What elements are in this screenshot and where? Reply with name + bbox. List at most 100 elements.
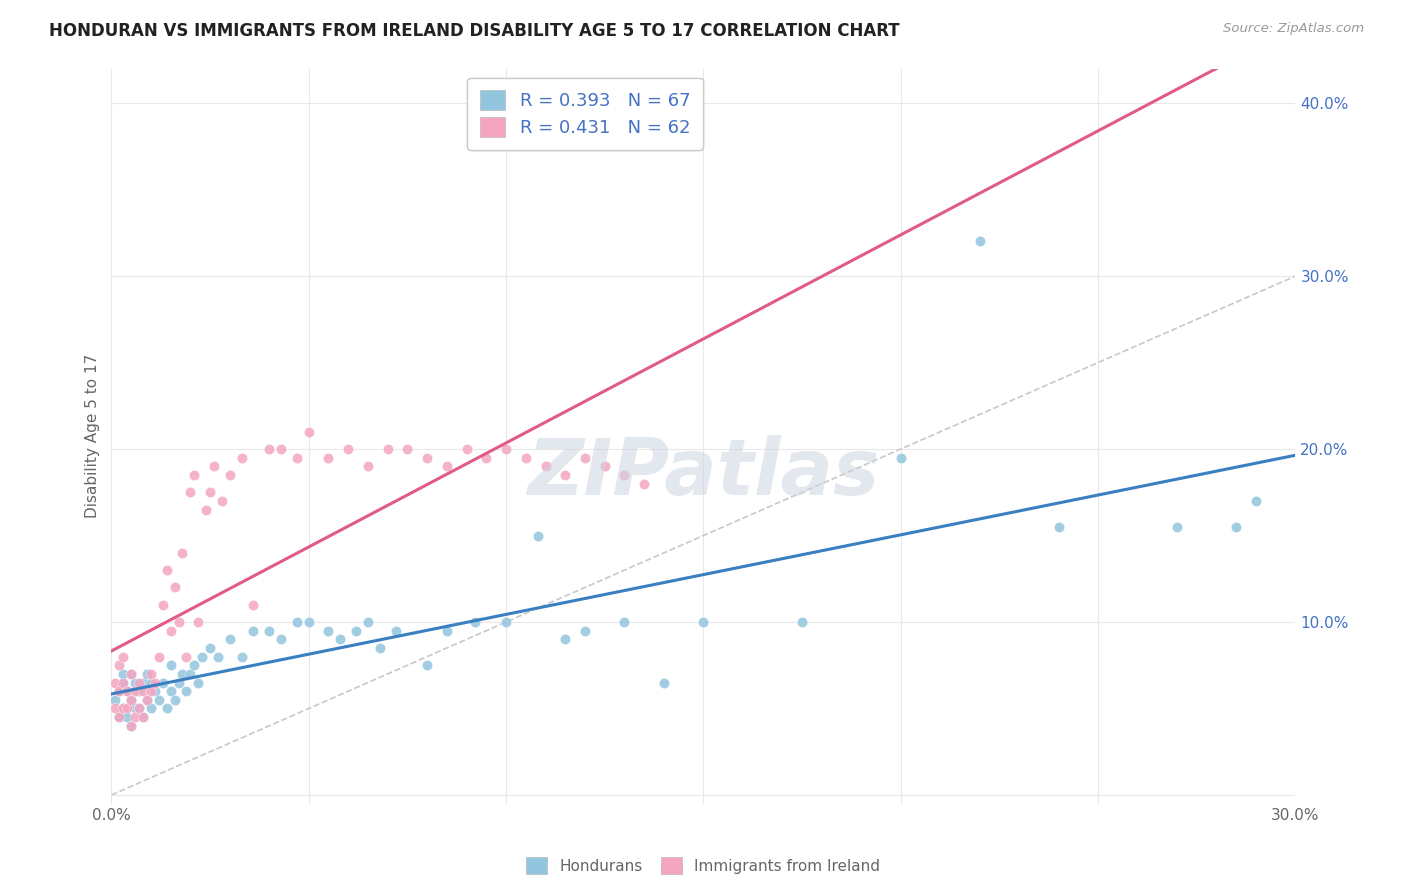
Point <box>384 624 406 638</box>
Point <box>218 467 240 482</box>
Point <box>112 701 135 715</box>
Point <box>167 615 190 629</box>
Point <box>152 598 174 612</box>
Point <box>574 624 596 638</box>
Point <box>112 666 135 681</box>
Point <box>633 476 655 491</box>
Point <box>124 684 146 698</box>
Point <box>156 563 179 577</box>
Point <box>1047 520 1070 534</box>
Point <box>526 528 548 542</box>
Point <box>183 467 205 482</box>
Point <box>475 450 498 465</box>
Point <box>554 467 576 482</box>
Point <box>613 615 636 629</box>
Point <box>1225 520 1247 534</box>
Point <box>163 581 186 595</box>
Point <box>515 450 537 465</box>
Point <box>115 701 138 715</box>
Point <box>463 615 485 629</box>
Point <box>191 649 214 664</box>
Point <box>120 719 142 733</box>
Point <box>152 675 174 690</box>
Point <box>128 684 150 698</box>
Text: ZIPatlas: ZIPatlas <box>527 434 880 511</box>
Point <box>534 459 557 474</box>
Point <box>148 649 170 664</box>
Point <box>108 658 131 673</box>
Point <box>179 485 201 500</box>
Point <box>436 459 458 474</box>
Point <box>195 502 218 516</box>
Point <box>187 615 209 629</box>
Point <box>132 710 155 724</box>
Point <box>172 666 194 681</box>
Point <box>128 701 150 715</box>
Point <box>652 675 675 690</box>
Point <box>159 658 181 673</box>
Point <box>613 467 636 482</box>
Point <box>692 615 714 629</box>
Point <box>120 666 142 681</box>
Point <box>242 598 264 612</box>
Point <box>436 624 458 638</box>
Point <box>357 459 380 474</box>
Point <box>112 701 135 715</box>
Point <box>139 701 162 715</box>
Point <box>132 684 155 698</box>
Point <box>136 693 159 707</box>
Point <box>139 684 162 698</box>
Point <box>329 632 352 647</box>
Legend: Hondurans, Immigrants from Ireland: Hondurans, Immigrants from Ireland <box>519 851 887 880</box>
Point <box>179 666 201 681</box>
Point <box>143 675 166 690</box>
Point <box>120 693 142 707</box>
Point <box>159 624 181 638</box>
Point <box>198 640 221 655</box>
Point <box>270 442 292 456</box>
Point <box>115 710 138 724</box>
Point <box>132 675 155 690</box>
Point <box>1244 494 1267 508</box>
Point <box>298 425 321 439</box>
Point <box>132 710 155 724</box>
Text: HONDURAN VS IMMIGRANTS FROM IRELAND DISABILITY AGE 5 TO 17 CORRELATION CHART: HONDURAN VS IMMIGRANTS FROM IRELAND DISA… <box>49 22 900 40</box>
Point <box>242 624 264 638</box>
Point <box>285 450 308 465</box>
Point <box>167 675 190 690</box>
Point <box>108 710 131 724</box>
Point <box>159 684 181 698</box>
Point <box>104 701 127 715</box>
Point <box>377 442 399 456</box>
Point <box>969 235 991 249</box>
Point <box>139 675 162 690</box>
Point <box>416 658 439 673</box>
Point <box>143 684 166 698</box>
Point <box>231 649 253 664</box>
Point <box>108 710 131 724</box>
Point <box>112 675 135 690</box>
Point <box>593 459 616 474</box>
Point <box>136 666 159 681</box>
Point <box>890 450 912 465</box>
Point <box>128 701 150 715</box>
Point <box>136 693 159 707</box>
Point <box>495 442 517 456</box>
Point <box>108 684 131 698</box>
Point <box>128 675 150 690</box>
Point <box>172 546 194 560</box>
Point <box>104 675 127 690</box>
Point <box>344 624 367 638</box>
Point <box>416 450 439 465</box>
Point <box>120 693 142 707</box>
Point <box>163 693 186 707</box>
Point <box>115 684 138 698</box>
Point <box>357 615 380 629</box>
Point <box>318 624 340 638</box>
Point <box>108 684 131 698</box>
Point <box>112 675 135 690</box>
Point <box>231 450 253 465</box>
Point <box>120 719 142 733</box>
Point <box>120 666 142 681</box>
Point <box>115 684 138 698</box>
